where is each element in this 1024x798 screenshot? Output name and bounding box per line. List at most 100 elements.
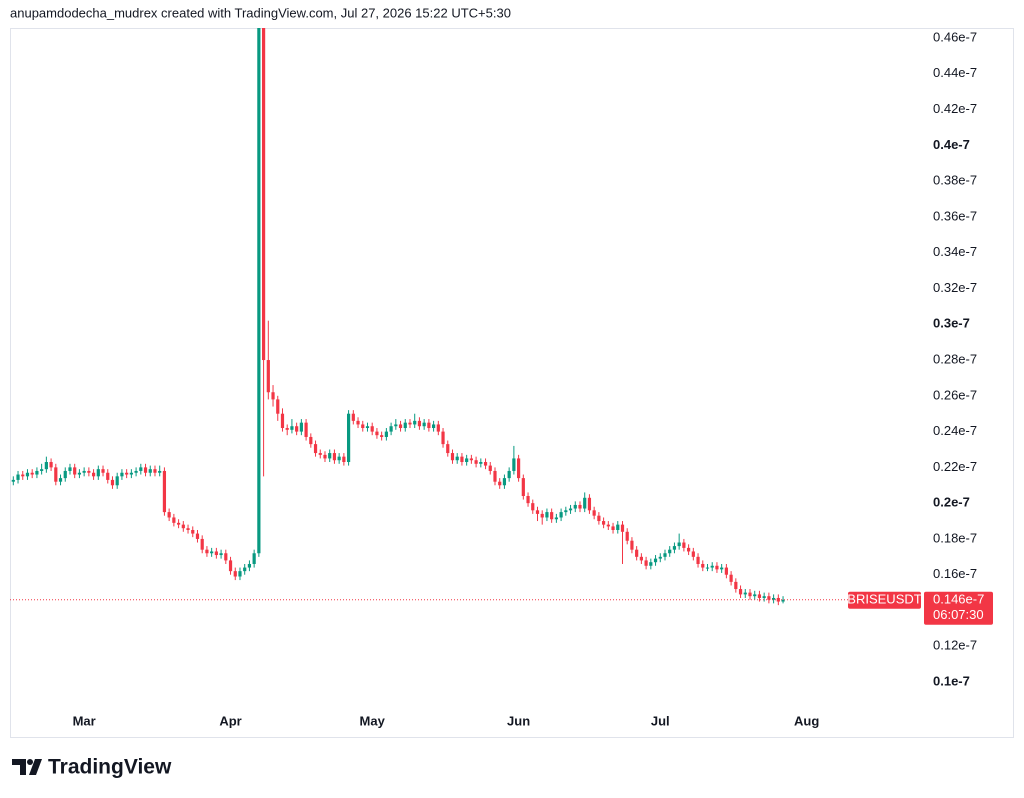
candle-body [96, 469, 100, 477]
logo: TradingView [12, 756, 172, 779]
candle-body [224, 553, 228, 561]
candle-body [734, 581, 738, 590]
candle-body [436, 424, 440, 432]
candle-body [403, 422, 407, 429]
candle-body [460, 456, 464, 463]
y-tick-label: 0.26e-7 [933, 387, 977, 402]
candle-body [309, 436, 313, 445]
candle-body [342, 456, 346, 463]
candle-body [762, 596, 766, 598]
candle-body [422, 422, 426, 427]
y-tick-label: 0.44e-7 [933, 65, 977, 80]
candle-body [521, 478, 525, 497]
candle-body [257, 28, 261, 554]
x-tick-label: Apr [219, 713, 241, 728]
candle-body [767, 596, 771, 600]
candle-body [573, 504, 577, 509]
candle-body [380, 435, 384, 437]
candle-body [441, 431, 445, 445]
candle-body [219, 553, 223, 556]
candle-body [49, 462, 53, 468]
candle-body [87, 470, 91, 473]
y-tick-label: 0.4e-7 [933, 137, 970, 152]
x-tick-label: Mar [73, 713, 96, 728]
candle-body [191, 529, 195, 534]
candle-body [40, 469, 44, 471]
candle-body [564, 510, 568, 513]
candle-body [318, 453, 322, 455]
candle-body [261, 28, 266, 361]
candle-body [606, 524, 610, 527]
candle-body [639, 556, 643, 561]
candle-body [228, 560, 233, 572]
candle-body [389, 426, 393, 432]
candle-body [710, 565, 714, 568]
candle-body [394, 424, 398, 427]
candle-body [625, 531, 629, 541]
candle-body [63, 470, 67, 479]
candle-body [125, 472, 129, 475]
candle-body [687, 547, 691, 552]
candle-body [304, 422, 308, 437]
candle-body [280, 413, 285, 429]
candle-body [153, 469, 157, 473]
candle-body [568, 508, 573, 511]
y-tick-label: 0.34e-7 [933, 244, 977, 259]
candle-body [129, 472, 133, 475]
candle-body [313, 444, 318, 454]
candle-body [677, 542, 681, 547]
candle-body [25, 472, 30, 477]
candle-body [408, 422, 412, 425]
logo-dot [27, 759, 33, 765]
candle-body [753, 594, 757, 597]
candle-body [73, 467, 77, 475]
y-tick-label: 0.32e-7 [933, 280, 977, 295]
candle-body [455, 456, 459, 461]
candle-body [16, 474, 20, 480]
candle-body [110, 479, 115, 486]
candle-body [233, 571, 237, 577]
candle-body [82, 470, 86, 473]
candle-body [498, 481, 502, 486]
candle-body [691, 551, 695, 557]
candle-body [535, 510, 540, 514]
candle-body [247, 563, 252, 568]
candle-body [337, 456, 341, 461]
candle-body [243, 567, 247, 572]
candle-body [516, 458, 521, 479]
candle-body [167, 512, 171, 518]
candle-body [11, 479, 15, 482]
candle-body [413, 420, 417, 425]
candle-body [181, 524, 185, 529]
candle-body [540, 513, 544, 518]
candle-body [266, 360, 270, 393]
candle-body [672, 546, 677, 550]
candle-body [743, 592, 747, 595]
candle-body [143, 467, 148, 473]
candle-body [375, 431, 379, 436]
candle-body [431, 424, 436, 429]
candle-body [106, 472, 110, 480]
candle-body [653, 558, 658, 563]
y-tick-label: 0.46e-7 [933, 29, 977, 44]
candle-body [545, 512, 549, 518]
candle-body [21, 474, 25, 477]
candle-body [587, 497, 592, 511]
y-tick-label: 0.16e-7 [933, 566, 977, 581]
x-tick-label: Aug [794, 713, 819, 728]
candle-body [54, 467, 58, 482]
candle-body [200, 538, 204, 550]
y-tick-label: 0.42e-7 [933, 101, 977, 116]
candle-body [361, 424, 365, 429]
candle-body [328, 453, 332, 459]
candle-body [507, 470, 511, 479]
countdown-label: 06:07:30 [933, 607, 984, 622]
candle-body [578, 504, 582, 509]
symbol-label-box [848, 591, 921, 609]
candle-body [682, 542, 686, 548]
candle-body [176, 522, 181, 525]
candle-body [210, 551, 214, 554]
candle-body [139, 467, 143, 471]
candle-body [635, 549, 639, 557]
